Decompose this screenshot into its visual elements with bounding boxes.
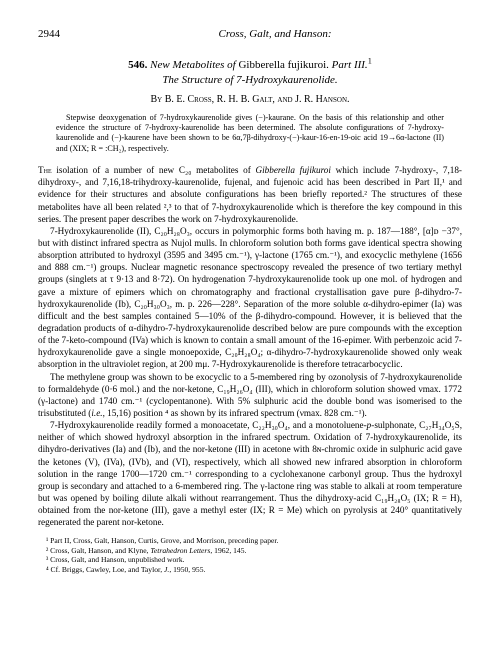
p1-species: Gibberella fujikuroi <box>255 165 330 175</box>
footnote-1: ¹ Part II, Cross, Galt, Hanson, Curtis, … <box>38 536 462 545</box>
footnote-4: ⁴ Cf. Briggs, Cawley, Loe, and Taylor, J… <box>38 565 462 574</box>
body-text: The isolation of a number of new C₂₀ met… <box>38 164 462 528</box>
running-title: Cross, Galt, and Hanson: <box>88 28 462 40</box>
paragraph-2: 7-Hydroxykaurenolide (II), C₂₀H₂₈O₃, occ… <box>38 225 462 371</box>
page-header: 2944 Cross, Galt, and Hanson: <box>38 28 462 40</box>
f4-a: ⁴ Cf. Briggs, Cawley, Loe, and Taylor, <box>46 565 164 574</box>
paper-title: 546. New Metabolites of Gibberella fujik… <box>38 58 462 88</box>
abstract: Stepwise deoxygenation of 7-hydroxykaure… <box>56 113 444 154</box>
title-prefix: New Metabolites of <box>150 59 238 71</box>
p3-ie: i.e. <box>91 408 102 418</box>
f2-a: ² Cross, Galt, Hanson, and Klyne, <box>46 546 150 555</box>
paragraph-4: 7-Hydroxykaurenolide readily formed a mo… <box>38 419 462 528</box>
f2-b: , 1962, 145. <box>210 546 246 555</box>
title-subtitle: The Structure of 7-Hydroxykaurenolide. <box>162 74 337 86</box>
p3-text-b: , 15,16) position ⁴ as shown by its infr… <box>103 408 367 418</box>
page-number: 2944 <box>38 28 88 40</box>
paragraph-1: The isolation of a number of new C₂₀ met… <box>38 164 462 225</box>
f4-b: , 1950, 955. <box>169 565 205 574</box>
f2-journal: Tetrahedron Letters <box>150 546 210 555</box>
footnote-3: ³ Cross, Galt, and Hanson, unpublished w… <box>38 555 462 564</box>
paragraph-3: The methylene group was shown to be exoc… <box>38 371 462 420</box>
authors: By B. E. Cross, R. H. B. Galt, and J. R.… <box>38 94 462 105</box>
footnote-2: ² Cross, Galt, Hanson, and Klyne, Tetrah… <box>38 546 462 555</box>
p1-text-a: isolation of a number of new C₂₀ metabol… <box>52 165 256 175</box>
paper-number: 546. <box>128 59 147 71</box>
title-species: Gibberella fujikuroi. <box>238 59 328 71</box>
title-part: Part III. <box>329 59 368 71</box>
page: 2944 Cross, Galt, and Hanson: 546. New M… <box>0 0 500 594</box>
p1-dropword: The <box>38 165 52 175</box>
title-footnote-ref: 1 <box>368 56 372 65</box>
abstract-text: Stepwise deoxygenation of 7-hydroxykaure… <box>56 113 444 154</box>
p4-text-a: 7-Hydroxykaurenolide readily formed a mo… <box>50 420 367 430</box>
p2-text: 7-Hydroxykaurenolide (II), C₂₀H₂₈O₃, occ… <box>38 226 462 370</box>
p4-text-b: -sulphonate, C₂₇H₃₄O₅S, neither of which… <box>38 420 462 527</box>
title-block: 546. New Metabolites of Gibberella fujik… <box>38 58 462 105</box>
footnotes: ¹ Part II, Cross, Galt, Hanson, Curtis, … <box>38 536 462 574</box>
